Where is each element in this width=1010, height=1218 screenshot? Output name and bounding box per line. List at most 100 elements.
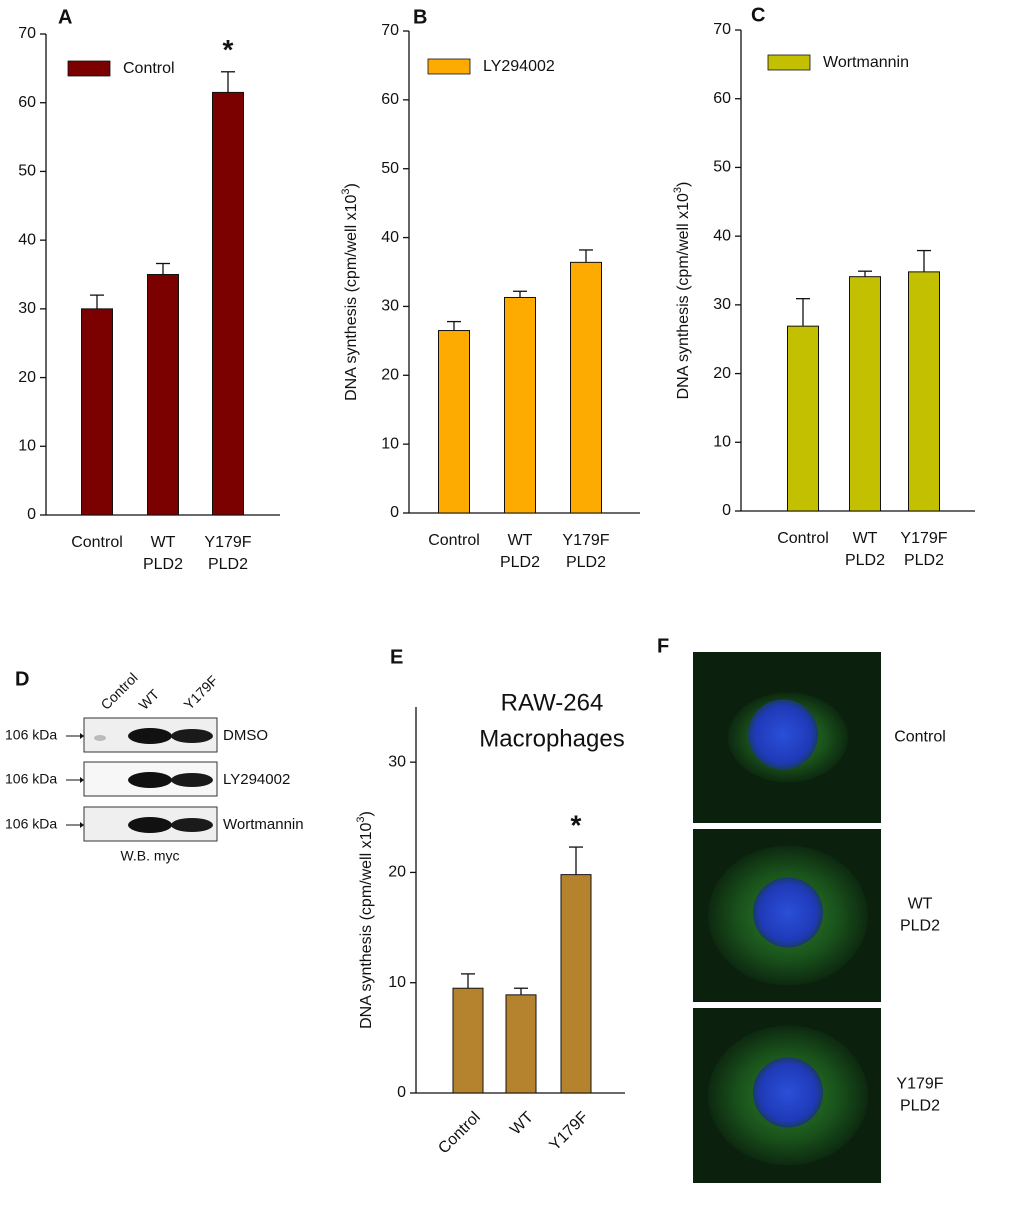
y-axis-label: DNA synthesis (cpm/well x103) (340, 183, 360, 401)
x-tick-label: Y179F (204, 534, 251, 551)
marker-arrowhead (80, 777, 84, 783)
legend-label: LY294002 (483, 58, 555, 75)
chart-title: Macrophages (479, 725, 624, 752)
lane-label: Y179F (180, 672, 220, 712)
blot-band (171, 818, 213, 832)
image-label: PLD2 (900, 1098, 940, 1115)
y-tick-label: 10 (18, 438, 36, 455)
marker-arrowhead (80, 733, 84, 739)
panel-label: B (413, 6, 427, 28)
image-label: WT (908, 896, 933, 913)
y-tick-label: 60 (18, 94, 36, 111)
y-tick-label: 70 (18, 25, 36, 42)
x-tick-label: Control (777, 530, 829, 547)
y-tick-label: 10 (713, 434, 731, 451)
x-tick-label: Y179F (562, 532, 609, 549)
bar (505, 994, 537, 1094)
y-tick-label: 0 (722, 502, 731, 519)
x-tick-label: PLD2 (904, 552, 944, 569)
bar (438, 330, 470, 514)
bar (560, 874, 592, 1094)
x-tick-label: Control (435, 1109, 484, 1158)
x-tick-label: Control (71, 534, 123, 551)
marker-label: 106 kDa (5, 727, 57, 743)
x-tick-label: Control (428, 532, 480, 549)
panel-label: F (657, 635, 669, 657)
y-tick-label: 30 (713, 296, 731, 313)
x-tick-label: PLD2 (500, 554, 540, 571)
y-axis-label-text: DNA synthesis (cpm/well x10 (358, 822, 375, 1028)
panel-label: C (751, 4, 765, 26)
bar (787, 325, 819, 512)
bar (212, 91, 244, 516)
marker-label: 106 kDa (5, 771, 57, 787)
lane-label: WT (135, 686, 162, 713)
y-axis-label-sup: 3 (340, 188, 352, 194)
legend-swatch (767, 54, 811, 71)
y-axis-label-suffix: ) (343, 183, 360, 188)
blot-band (128, 772, 172, 788)
y-axis-label-sup: 3 (355, 816, 367, 822)
x-tick-label: WT (508, 532, 533, 549)
y-tick-label: 70 (713, 21, 731, 38)
lane-label: Control (97, 670, 140, 713)
y-tick-label: 70 (381, 22, 399, 39)
image-label: PLD2 (900, 918, 940, 935)
y-tick-label: 40 (713, 227, 731, 244)
x-tick-label: WT (853, 530, 878, 547)
treatment-label: LY294002 (223, 771, 290, 788)
significance-marker: * (223, 34, 234, 65)
y-axis-label: DNA synthesis (cpm/well x103) (672, 182, 692, 400)
y-tick-label: 40 (18, 231, 36, 248)
blot-caption: W.B. myc (120, 848, 179, 864)
blot-band (128, 728, 172, 744)
x-tick-label: PLD2 (208, 556, 248, 573)
nucleus (748, 699, 818, 770)
y-tick-label: 0 (390, 504, 399, 521)
panel-label: D (15, 668, 29, 690)
x-tick-label: WT (507, 1109, 537, 1139)
y-tick-label: 50 (18, 163, 36, 180)
bar (570, 261, 602, 514)
y-tick-label: 0 (397, 1084, 406, 1101)
x-tick-label: PLD2 (566, 554, 606, 571)
y-axis-label-text: DNA synthesis (cpm/well x10 (343, 194, 360, 400)
bar (452, 987, 484, 1094)
legend-swatch (67, 60, 111, 77)
bar (147, 274, 179, 516)
blot-band (94, 735, 106, 741)
nucleus (753, 877, 823, 948)
blot-band (128, 817, 172, 833)
panel-label: E (390, 646, 403, 668)
blot-band (171, 773, 213, 787)
bar (849, 276, 881, 512)
blot-band (171, 729, 213, 743)
y-tick-label: 0 (27, 506, 36, 523)
panel-label: A (58, 6, 72, 28)
chart-title: RAW-264 (501, 689, 604, 716)
y-axis-label-suffix: ) (675, 182, 692, 187)
y-tick-label: 50 (381, 160, 399, 177)
legend-label: Control (123, 60, 175, 77)
legend-label: Wortmannin (823, 54, 909, 71)
bar (504, 296, 536, 514)
y-tick-label: 10 (381, 435, 399, 452)
y-tick-label: 20 (381, 367, 399, 384)
image-label: Y179F (896, 1076, 943, 1093)
y-tick-label: 30 (18, 300, 36, 317)
nucleus (753, 1057, 823, 1128)
y-tick-label: 20 (388, 864, 406, 881)
y-axis-label-suffix: ) (358, 811, 375, 816)
legend-swatch (427, 58, 471, 75)
y-tick-label: 10 (388, 974, 406, 991)
marker-arrowhead (80, 822, 84, 828)
y-axis-label-sup: 3 (672, 187, 684, 193)
marker-label: 106 kDa (5, 816, 57, 832)
y-axis-label: DNA synthesis (cpm/well x103) (355, 811, 375, 1029)
y-tick-label: 60 (381, 91, 399, 108)
x-tick-label: Y179F (900, 530, 947, 547)
significance-marker: * (571, 809, 582, 840)
treatment-label: Wortmannin (223, 816, 304, 833)
bar (81, 308, 113, 516)
